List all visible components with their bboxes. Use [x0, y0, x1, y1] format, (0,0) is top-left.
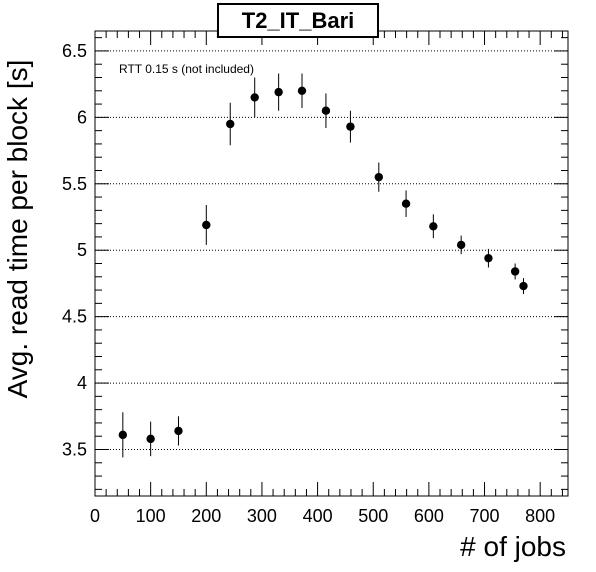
- data-point: [510, 267, 520, 276]
- y-tick-label: 4: [77, 373, 87, 393]
- x-tick-label: 800: [525, 506, 555, 526]
- data-point: [429, 222, 438, 231]
- plot-frame: [94, 30, 569, 497]
- errorbar-layer: [122, 73, 524, 458]
- tick-layer: [94, 31, 568, 496]
- data-point: [484, 253, 493, 263]
- data-point: [250, 93, 259, 102]
- data-point: [321, 106, 331, 115]
- data-point: [202, 220, 211, 230]
- data-point: [274, 87, 283, 97]
- data-point: [297, 86, 307, 95]
- title-box: T2_IT_Bari: [217, 3, 379, 38]
- data-point: [346, 122, 355, 131]
- annotation-text: RTT 0.15 s (not included): [119, 62, 254, 76]
- x-tick-label: 100: [136, 506, 166, 526]
- x-tick-label: 300: [247, 506, 277, 526]
- y-tick-label: 3.5: [62, 440, 87, 460]
- data-point: [146, 434, 155, 444]
- y-tick-label: 4.5: [62, 307, 87, 327]
- data-point: [401, 199, 411, 208]
- title-box-frame: [217, 3, 379, 38]
- y-tick-label: 5.5: [62, 174, 87, 194]
- data-point: [519, 281, 528, 291]
- x-tick-label: 400: [303, 506, 333, 526]
- y-tick-label: 5: [77, 240, 87, 260]
- y-tick-label: 6: [77, 107, 87, 127]
- data-point: [456, 240, 466, 250]
- point-layer: [118, 86, 528, 444]
- grid-layer: [95, 50, 568, 450]
- chart-title: T2_IT_Bari: [242, 8, 355, 33]
- x-tick-label: 200: [191, 506, 221, 526]
- x-tick-label: 600: [414, 506, 444, 526]
- y-axis-title: Avg. read time per block [s]: [2, 60, 33, 399]
- data-point: [226, 119, 235, 129]
- data-point: [374, 172, 383, 182]
- data-point: [118, 430, 128, 440]
- x-tick-labels: 0 100 200 300 400 500 600 700 800: [90, 506, 555, 526]
- plot-frame-group: [94, 30, 569, 497]
- x-tick-label: 500: [358, 506, 388, 526]
- y-tick-labels: 3.5 4 4.5 5 5.5 6 6.5: [62, 41, 87, 460]
- x-axis-title: # of jobs: [460, 531, 566, 562]
- y-tick-label: 6.5: [62, 41, 87, 61]
- x-tick-label: 0: [90, 506, 100, 526]
- data-point: [174, 426, 183, 436]
- x-tick-label: 700: [470, 506, 500, 526]
